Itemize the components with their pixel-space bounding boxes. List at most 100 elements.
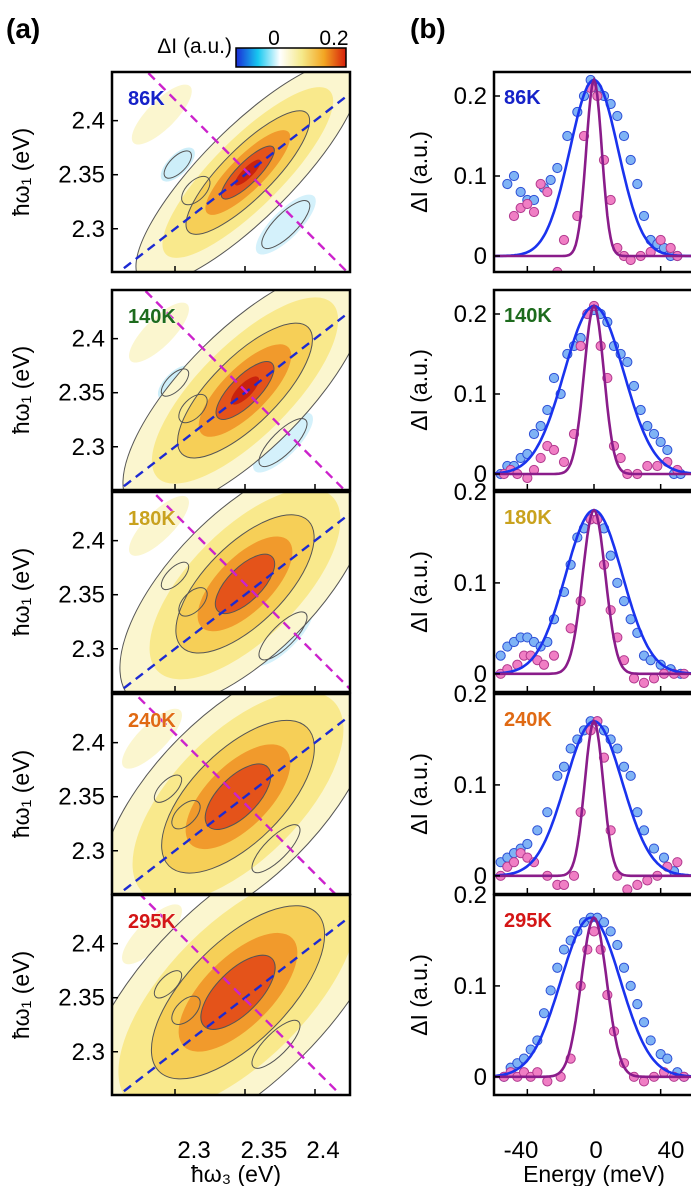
- plot-temperature-label: 240K: [504, 709, 552, 731]
- contour-line: [258, 611, 308, 661]
- heatmap-lobe: [160, 147, 195, 182]
- panel-b-y-tick-label: 0.1: [454, 163, 487, 190]
- row-295K: 295K 2.4 2.35 2.3 ħω₁ (eV) 295K 0 0.1 0.2 ΔI (a.u…: [8, 882, 691, 1097]
- diagonal-data-point: [542, 807, 553, 818]
- diagonal-line: [117, 92, 350, 272]
- diagonal-data-point: [545, 985, 556, 996]
- panel-a-x-ticks: 2.3 2.35 2.4: [177, 1137, 339, 1164]
- panel-b-y-tick-label: 0.2: [454, 882, 487, 909]
- diagonal-data-point: [558, 761, 570, 772]
- diagonal-data-point: [628, 380, 640, 392]
- diagonal-data-point: [625, 154, 636, 166]
- antidiagonal-data-point: [535, 452, 546, 464]
- antidiagonal-data-point: [548, 444, 560, 456]
- antidiagonal-data-point: [622, 884, 633, 894]
- panel-b-y-tick-label: 0: [474, 1064, 487, 1091]
- diagonal-data-point: [618, 761, 630, 772]
- panel-a-y-tick-label: 2.35: [58, 985, 105, 1012]
- panel-a-label: (a): [6, 13, 40, 44]
- antidiagonal-data-point: [508, 210, 520, 222]
- diagonal-data-point: [662, 1053, 673, 1064]
- antidiagonal-data-point: [605, 194, 616, 206]
- heatmap-140K: [112, 290, 350, 490]
- panel-b-x-axis-label: Energy (meV): [523, 1161, 665, 1186]
- panel-b-y-tick-label: 0: [474, 461, 487, 488]
- panel-b-y-axis-label: ΔI (a.u.): [406, 753, 432, 835]
- heatmap-lobe: [253, 412, 313, 473]
- diagonal-data-point: [622, 356, 633, 368]
- antidiagonal-data-point: [672, 857, 683, 868]
- panel-b-y-axis-label: ΔI (a.u.): [406, 551, 432, 633]
- antidiagonal-fit-line: [494, 303, 691, 476]
- line-plot-295K: [494, 895, 691, 1095]
- antidiagonal-data-point: [638, 1076, 650, 1087]
- diagonal-data-point: [648, 428, 660, 440]
- diagonal-data-point: [552, 770, 563, 781]
- diagonal-data-point: [598, 917, 610, 928]
- heatmap-295K: [112, 895, 350, 1095]
- contour-line: [153, 970, 183, 999]
- diagonal-data-point: [532, 825, 543, 836]
- panel-a-y-axis-label: ħω₁ (eV): [8, 951, 34, 1039]
- map-temperature-label: 240K: [128, 710, 176, 732]
- map-temperature-label: 295K: [128, 911, 176, 933]
- diagonal-data-point: [612, 110, 623, 122]
- diagonal-data-point: [508, 170, 520, 182]
- panel-b-label: (b): [410, 13, 446, 44]
- panel-b-y-tick-label: 0: [474, 661, 487, 688]
- panel-a-y-tick-label: 2.3: [72, 1039, 105, 1066]
- contour-line: [160, 368, 190, 397]
- panel-b-x-ticks: -40 0 40: [504, 1137, 685, 1164]
- antidiagonal-data-point: [532, 1067, 543, 1078]
- diagonal-data-point: [662, 444, 673, 456]
- antidiagonal-fit-line: [494, 76, 691, 258]
- diagonal-data-point: [618, 595, 630, 607]
- colorbar-gradient: [235, 47, 347, 68]
- diagonal-data-point: [495, 650, 506, 661]
- panel-a-y-tick-label: 2.4: [72, 730, 105, 757]
- antidiagonal-data-point: [588, 926, 600, 937]
- antidiagonal-data-point: [665, 242, 676, 254]
- line-plot-86K: [494, 72, 691, 272]
- antidiagonal-data-point: [642, 875, 653, 886]
- row-86K: 86K 2.4 2.35 2.3 ħω₁ (eV) 86K 0 0.1 0.2 ΔI (a.u.): [8, 70, 691, 274]
- panel-a-y-axis-label: ħω₁ (eV): [8, 548, 34, 636]
- contour-line: [258, 418, 308, 468]
- diagonal-data-point: [515, 186, 526, 198]
- heatmap-frame: [110, 490, 352, 694]
- diagonal-line: [117, 915, 350, 1095]
- heatmap-frame: [110, 893, 352, 1097]
- diagonal-data-point: [632, 178, 643, 190]
- diagonal-data-point: [552, 162, 563, 174]
- antidiagonal-line: [151, 492, 350, 691]
- contour-line: [171, 800, 201, 830]
- colorbar-label: ΔI (a.u.): [157, 35, 232, 58]
- heatmap-frame: [110, 288, 352, 492]
- colorbar-max-label: 0.2: [319, 27, 348, 50]
- line-plot-180K: [494, 492, 691, 692]
- panel-b-y-tick-label: 0.1: [454, 570, 487, 597]
- diagonal-data-point: [612, 577, 623, 589]
- diagonal-data-point: [548, 372, 560, 384]
- contour-line: [178, 393, 208, 424]
- antidiagonal-data-point: [508, 857, 520, 868]
- diagonal-data-point: [632, 998, 643, 1010]
- diagonal-line: [117, 714, 350, 894]
- contour-line: [163, 150, 192, 179]
- contour-line: [112, 694, 350, 894]
- diagonal-data-point: [642, 420, 653, 432]
- antidiagonal-data-point: [558, 879, 570, 891]
- antidiagonal-data-point: [522, 198, 533, 210]
- panel-a-y-tick-label: 2.3: [72, 636, 105, 663]
- antidiagonal-data-point: [648, 673, 660, 684]
- panel-a-y-tick-label: 2.35: [58, 582, 105, 609]
- heatmap-frame: [110, 70, 352, 274]
- map-temperature-label: 86K: [128, 88, 165, 110]
- panel-a-y-tick-label: 2.3: [72, 216, 105, 243]
- panel-a-y-axis-label: ħω₁ (eV): [8, 128, 34, 216]
- map-temperature-label: 180K: [128, 508, 176, 530]
- panel-b-y-tick-label: 0.2: [454, 479, 487, 506]
- panel-b-x-tick-label: 40: [658, 1137, 685, 1164]
- diagonal-data-point: [535, 420, 546, 432]
